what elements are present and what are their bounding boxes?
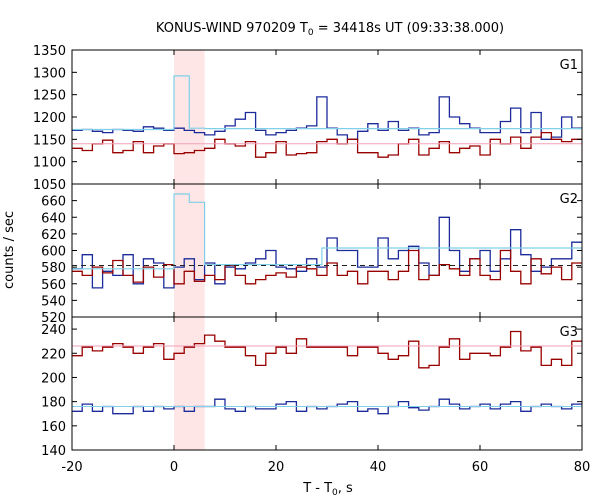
- panel-g3-red-step-line: [72, 330, 582, 369]
- x-tick-label: 0: [170, 460, 178, 475]
- panel-g1-series: [72, 75, 582, 158]
- panel-g2-blue-step-line: [72, 216, 582, 289]
- x-tick-label: 80: [574, 460, 591, 475]
- y-tick-label: 1050: [33, 178, 66, 193]
- y-tick-label: 140: [41, 444, 66, 459]
- y-tick-label: 660: [41, 195, 66, 210]
- y-tick-label: 1350: [33, 44, 66, 59]
- panel-g2-red-step-line: [72, 249, 582, 285]
- chart-title: KONUS-WIND 970209 T0 = 34418s UT (09:33:…: [156, 21, 504, 38]
- panel-g2-cyan-step-line: [72, 193, 582, 270]
- y-tick-label: 200: [41, 371, 66, 386]
- y-tick-label: 1150: [33, 133, 66, 148]
- panel-label-g3: G3: [560, 325, 578, 340]
- x-tick-label: 60: [472, 460, 489, 475]
- panel-label-g1: G1: [560, 58, 578, 73]
- y-tick-label: 540: [41, 294, 66, 309]
- data-layer: [72, 75, 582, 415]
- panel-g1-cyan-step-line: [72, 75, 582, 131]
- y-tick-label: 580: [41, 261, 66, 276]
- panel-frame-g3: [71, 316, 583, 451]
- y-tick-label: 640: [41, 211, 66, 226]
- x-tick-label: 20: [268, 460, 285, 475]
- panel-g1-red-step-line: [72, 131, 582, 158]
- y-tick-label: 160: [41, 420, 66, 435]
- panel-label-g2: G2: [560, 192, 578, 207]
- y-tick-label: 1300: [33, 66, 66, 81]
- panel-g2-series: [72, 193, 582, 289]
- y-tick-label: 560: [41, 278, 66, 293]
- x-tick-label: -20: [61, 460, 82, 475]
- y-tick-label: 600: [41, 245, 66, 260]
- y-tick-label: 240: [41, 323, 66, 338]
- y-tick-label: 220: [41, 347, 66, 362]
- y-tick-label: 1250: [33, 89, 66, 104]
- x-tick-label: 40: [370, 460, 387, 475]
- panel-g3-series: [72, 330, 582, 415]
- y-tick-label: 620: [41, 228, 66, 243]
- y-tick-label: 1100: [33, 156, 66, 171]
- y-tick-label: 1200: [33, 111, 66, 126]
- x-axis-label: T - T0, s: [302, 481, 353, 498]
- panel-g1-blue-step-line: [72, 96, 582, 140]
- y-axis-label: counts / sec: [2, 211, 17, 289]
- y-tick-label: 180: [41, 396, 66, 411]
- y-tick-label: 520: [41, 311, 66, 326]
